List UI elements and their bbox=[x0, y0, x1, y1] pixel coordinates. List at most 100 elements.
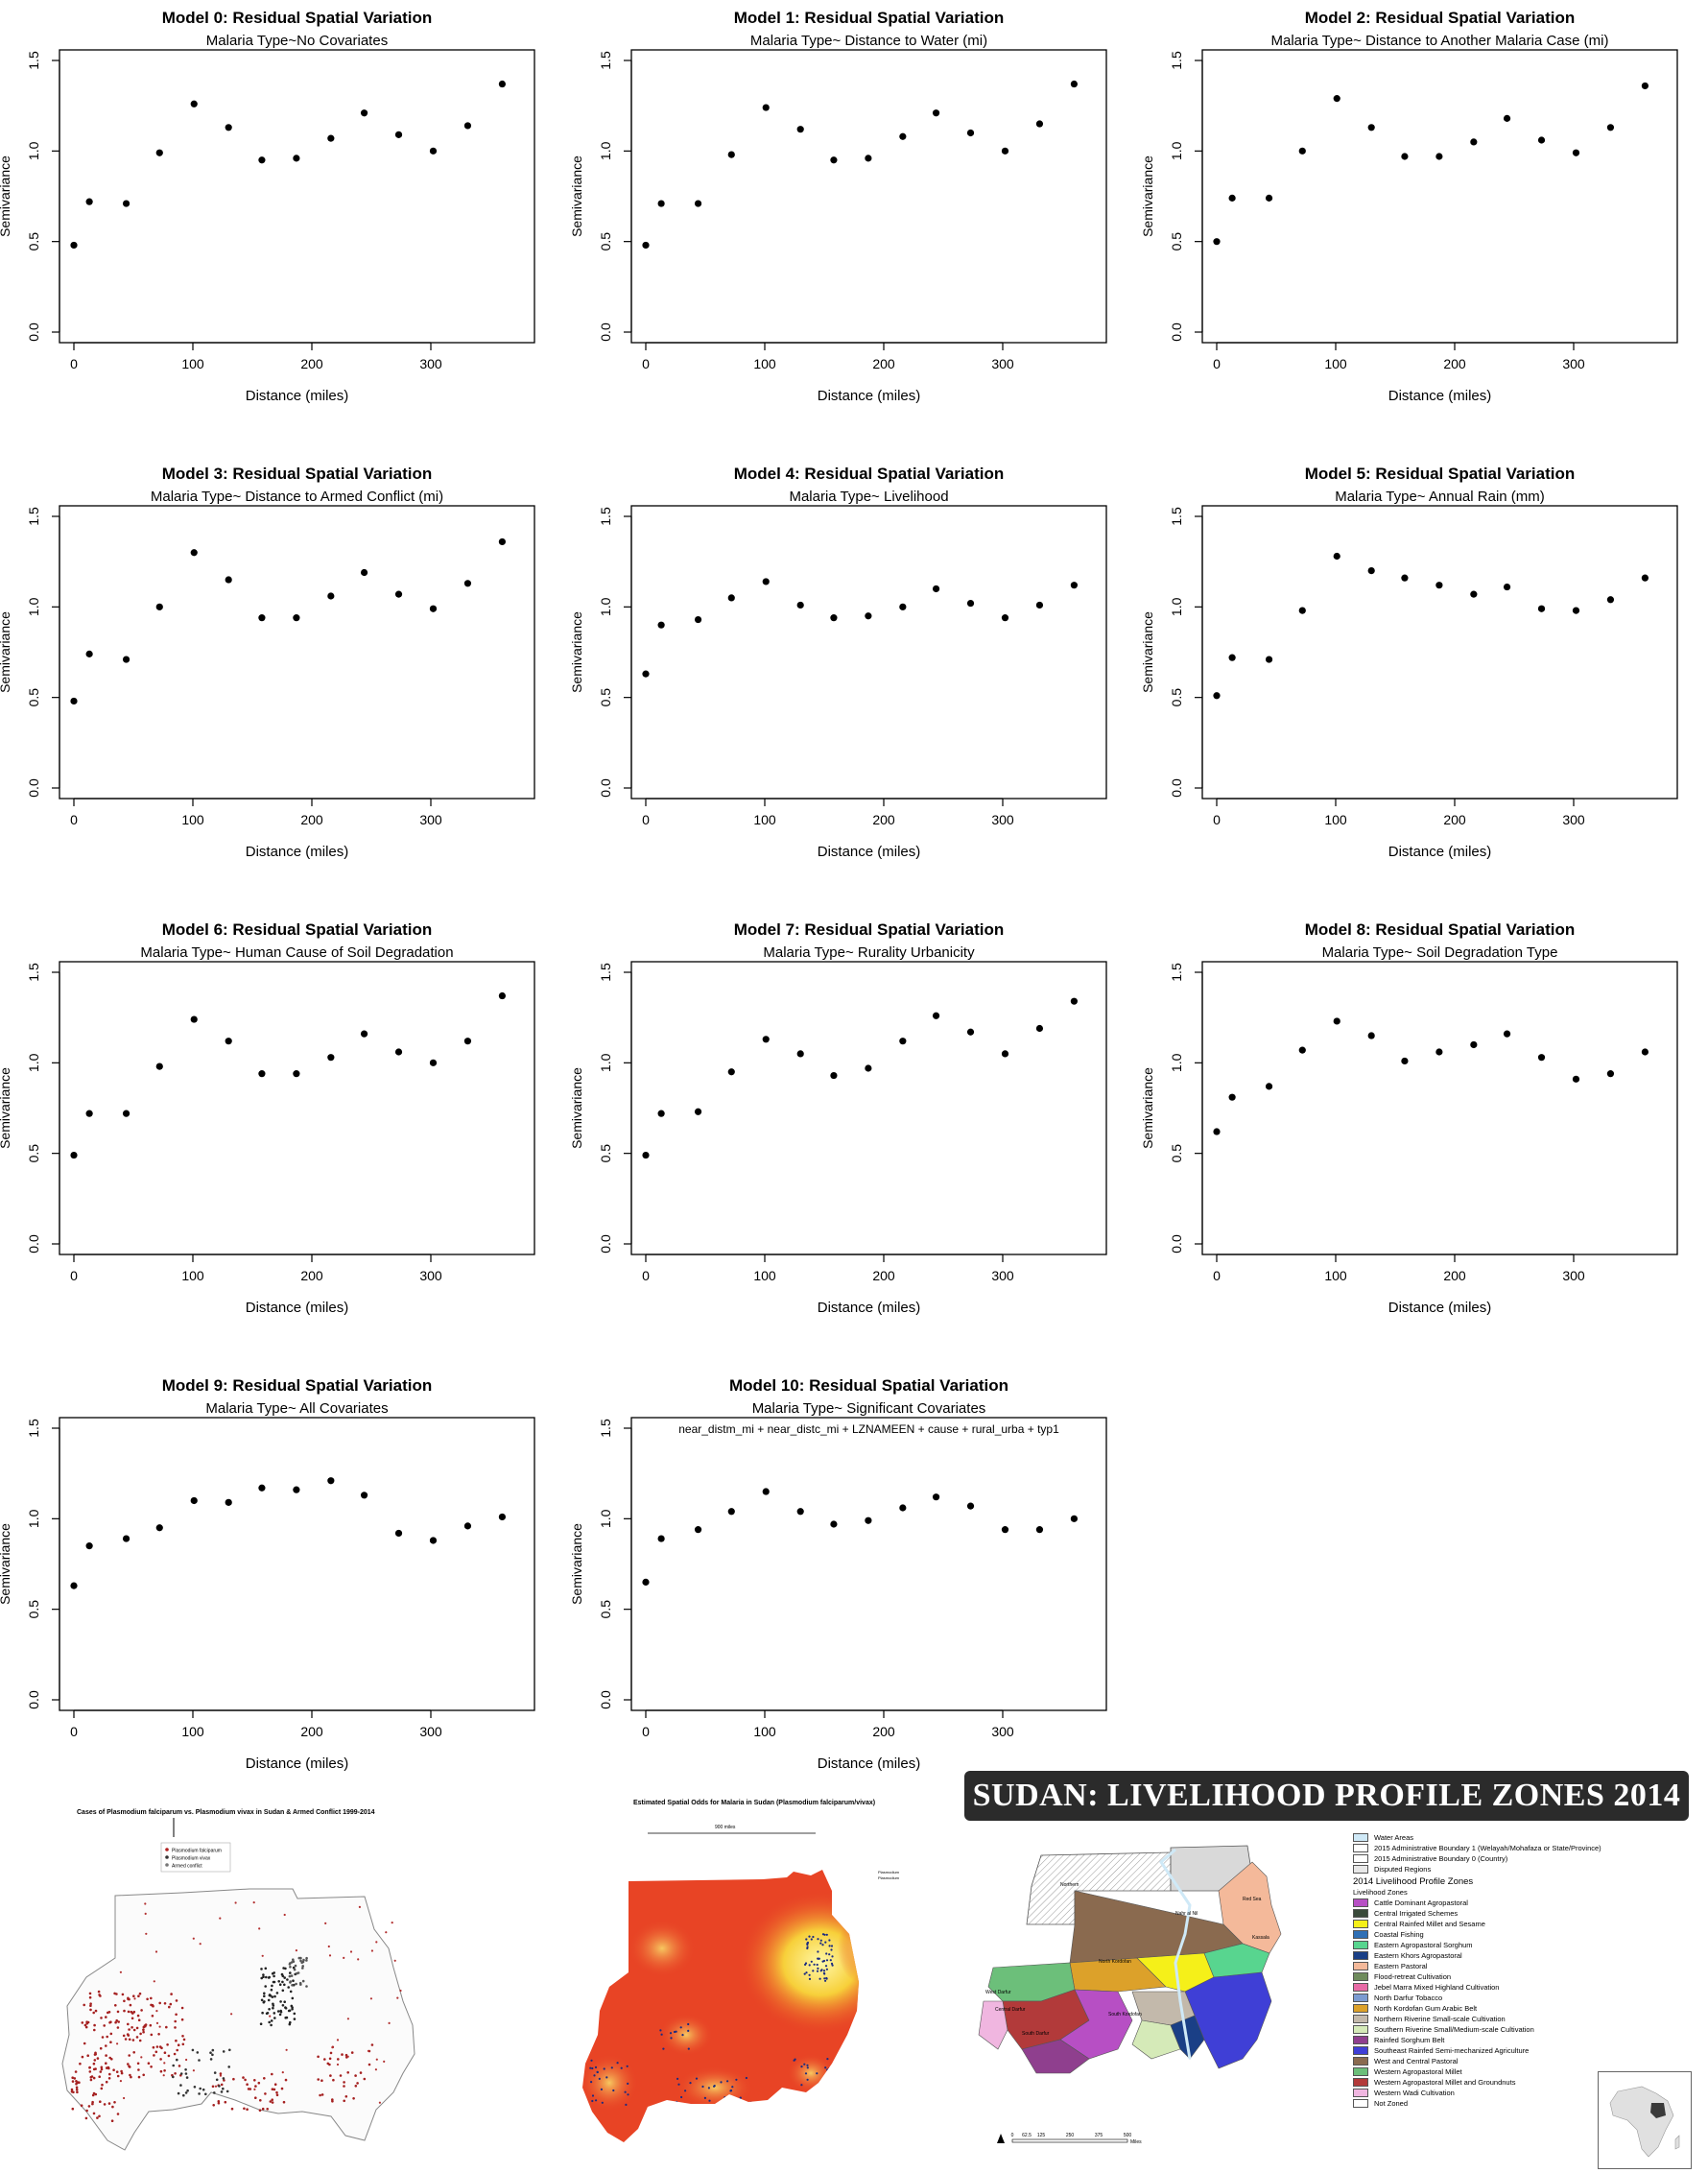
map1-case-point bbox=[350, 2051, 354, 2054]
map1-legend-0: Plasmodium falciparum bbox=[172, 1849, 222, 1854]
map2-case-point bbox=[589, 2066, 592, 2069]
chart-2-xtick-label: 0 bbox=[1213, 356, 1221, 371]
map1-case-point bbox=[107, 2066, 110, 2070]
map1-case-point bbox=[211, 2048, 215, 2052]
chart-10-ytick-label: 1.5 bbox=[598, 1419, 613, 1438]
base-legend-row: Disputed Regions bbox=[1353, 1864, 1698, 1875]
map1-case-point bbox=[163, 2069, 166, 2072]
map1-case-point bbox=[243, 2107, 246, 2111]
map1-case-point bbox=[100, 2067, 104, 2071]
map1-case-point bbox=[284, 1967, 287, 1970]
map1-case-point bbox=[261, 1954, 264, 1957]
map1-case-point bbox=[331, 2100, 334, 2103]
map2-case-point bbox=[825, 1959, 829, 1962]
zone-legend-row: Coastal Fishing bbox=[1353, 1929, 1698, 1940]
map2-case-point bbox=[829, 1959, 832, 1962]
zone-legend-label: Rainfed Sorghum Belt bbox=[1374, 2036, 1445, 2044]
chart-3-point bbox=[293, 614, 300, 622]
map1-case-point bbox=[153, 2054, 155, 2057]
map1-case-point bbox=[133, 1997, 136, 2000]
map1-case-point bbox=[337, 2058, 340, 2061]
map1-case-point bbox=[100, 2017, 103, 2019]
map1-case-point bbox=[121, 1993, 125, 1996]
chart-7-point bbox=[1035, 1024, 1044, 1033]
zone-legend-row: Western Agropastoral Millet and Groundnu… bbox=[1353, 2077, 1698, 2088]
chart-1-point bbox=[657, 200, 665, 207]
map3-label-5: Central Darfur bbox=[995, 2007, 1026, 2013]
map1-case-point bbox=[358, 1905, 361, 1908]
map1-case-point bbox=[260, 1968, 263, 1970]
map1-case-point bbox=[268, 2008, 271, 2011]
map1-case-point bbox=[119, 1970, 122, 1973]
map3-label-0: Northern bbox=[1060, 1882, 1079, 1888]
zone-legend-label: Western Wadi Cultivation bbox=[1374, 2089, 1455, 2097]
zone-legend-label: Southern Riverine Small/Medium-scale Cul… bbox=[1374, 2025, 1534, 2034]
chart-7-frame bbox=[630, 961, 1107, 1255]
chart-2-ytick-label: 0.0 bbox=[1169, 322, 1184, 342]
zone-legend-row: Jebel Marra Mixed Highland Cultivation bbox=[1353, 1982, 1698, 1993]
map1-case-point bbox=[269, 2100, 273, 2103]
map1-case-point bbox=[99, 2100, 102, 2103]
map1-case-point bbox=[275, 2093, 279, 2097]
chart-0-point bbox=[225, 124, 232, 131]
zone-legend-label: Eastern Pastoral bbox=[1374, 1962, 1428, 1970]
map1-case-point bbox=[142, 2028, 145, 2031]
chart-6-xtick-label: 300 bbox=[419, 1268, 442, 1283]
map1-case-point bbox=[293, 2018, 297, 2020]
base-legend-row: Water Areas bbox=[1353, 1832, 1698, 1843]
map1-case-point bbox=[138, 2039, 142, 2042]
chart-7-xlabel: Distance (miles) bbox=[818, 1300, 921, 1316]
map1-case-point bbox=[336, 2063, 340, 2066]
map2-case-point bbox=[745, 2076, 747, 2080]
map1-case-point bbox=[155, 2010, 158, 2013]
chart-0-point bbox=[258, 156, 266, 164]
map1-case-point bbox=[105, 2016, 107, 2018]
map1-case-point bbox=[276, 2010, 280, 2013]
map3-label-8: Kassala bbox=[1252, 1935, 1269, 1941]
map1-case-point bbox=[127, 2022, 130, 2026]
map1-case-point bbox=[346, 2018, 349, 2020]
zone-legend-row: Northern Riverine Small-scale Cultivatio… bbox=[1353, 2014, 1698, 2024]
livelihood-legend: Water Areas 2015 Administrative Boundary … bbox=[1353, 1832, 1698, 2109]
map1-case-point bbox=[370, 2043, 374, 2046]
chart-6-point bbox=[463, 1038, 472, 1045]
chart-3-ytick-label: 0.0 bbox=[26, 778, 41, 798]
zone-legend-label: Western Agropastoral Millet and Groundnu… bbox=[1374, 2078, 1516, 2087]
zone-legend-row: Central Irrigated Schemes bbox=[1353, 1908, 1698, 1919]
map1-case-point bbox=[209, 2051, 212, 2054]
map1-case-point bbox=[199, 1943, 202, 1946]
map1-case-point bbox=[268, 2020, 271, 2024]
map1-case-point bbox=[127, 1997, 130, 2001]
chart-4-ytick-label: 1.0 bbox=[598, 597, 613, 616]
map1-case-point bbox=[92, 2091, 96, 2095]
chart-1-point bbox=[694, 200, 702, 207]
chart-2-point bbox=[1401, 153, 1409, 160]
map1-case-point bbox=[331, 2046, 334, 2049]
map1-case-point bbox=[280, 2087, 284, 2090]
map1-case-point bbox=[217, 2101, 221, 2105]
chart-0-point bbox=[429, 147, 438, 155]
map2-case-point bbox=[660, 2033, 663, 2036]
map1-case-point bbox=[92, 2076, 96, 2080]
map1-case-point bbox=[147, 2062, 151, 2065]
map1-case-point bbox=[88, 1995, 92, 1999]
map1-case-point bbox=[270, 1988, 273, 1992]
map2-case-point bbox=[680, 2095, 683, 2099]
chart-5-ylabel: Semivariance bbox=[1140, 611, 1155, 693]
zone-legend-row: Flood-retreat Cultivation bbox=[1353, 1971, 1698, 1982]
map1-case-point bbox=[75, 2086, 79, 2089]
map1-case-point bbox=[167, 2054, 171, 2058]
map1-case-point bbox=[271, 1972, 274, 1975]
chart-7-point bbox=[727, 1068, 735, 1076]
map1-case-point bbox=[146, 1997, 149, 2001]
map1-case-point bbox=[219, 2074, 222, 2077]
map1-case-point bbox=[261, 2107, 265, 2111]
map3-label-6: West Darfur bbox=[985, 1990, 1011, 1995]
chart-4-point bbox=[762, 578, 770, 585]
map1-case-point bbox=[136, 2062, 140, 2066]
zone-legend-swatch bbox=[1353, 1898, 1368, 1907]
zone-legend-row: North Kordofan Gum Arabic Belt bbox=[1353, 2003, 1698, 2014]
map1-case-point bbox=[270, 2023, 273, 2027]
base-legend-row: 2015 Administrative Boundary 1 (Welayah/… bbox=[1353, 1843, 1698, 1853]
map1-case-point bbox=[291, 2008, 294, 2011]
